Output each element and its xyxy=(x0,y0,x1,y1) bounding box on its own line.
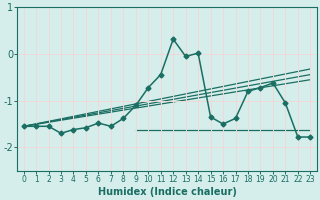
X-axis label: Humidex (Indice chaleur): Humidex (Indice chaleur) xyxy=(98,187,236,197)
